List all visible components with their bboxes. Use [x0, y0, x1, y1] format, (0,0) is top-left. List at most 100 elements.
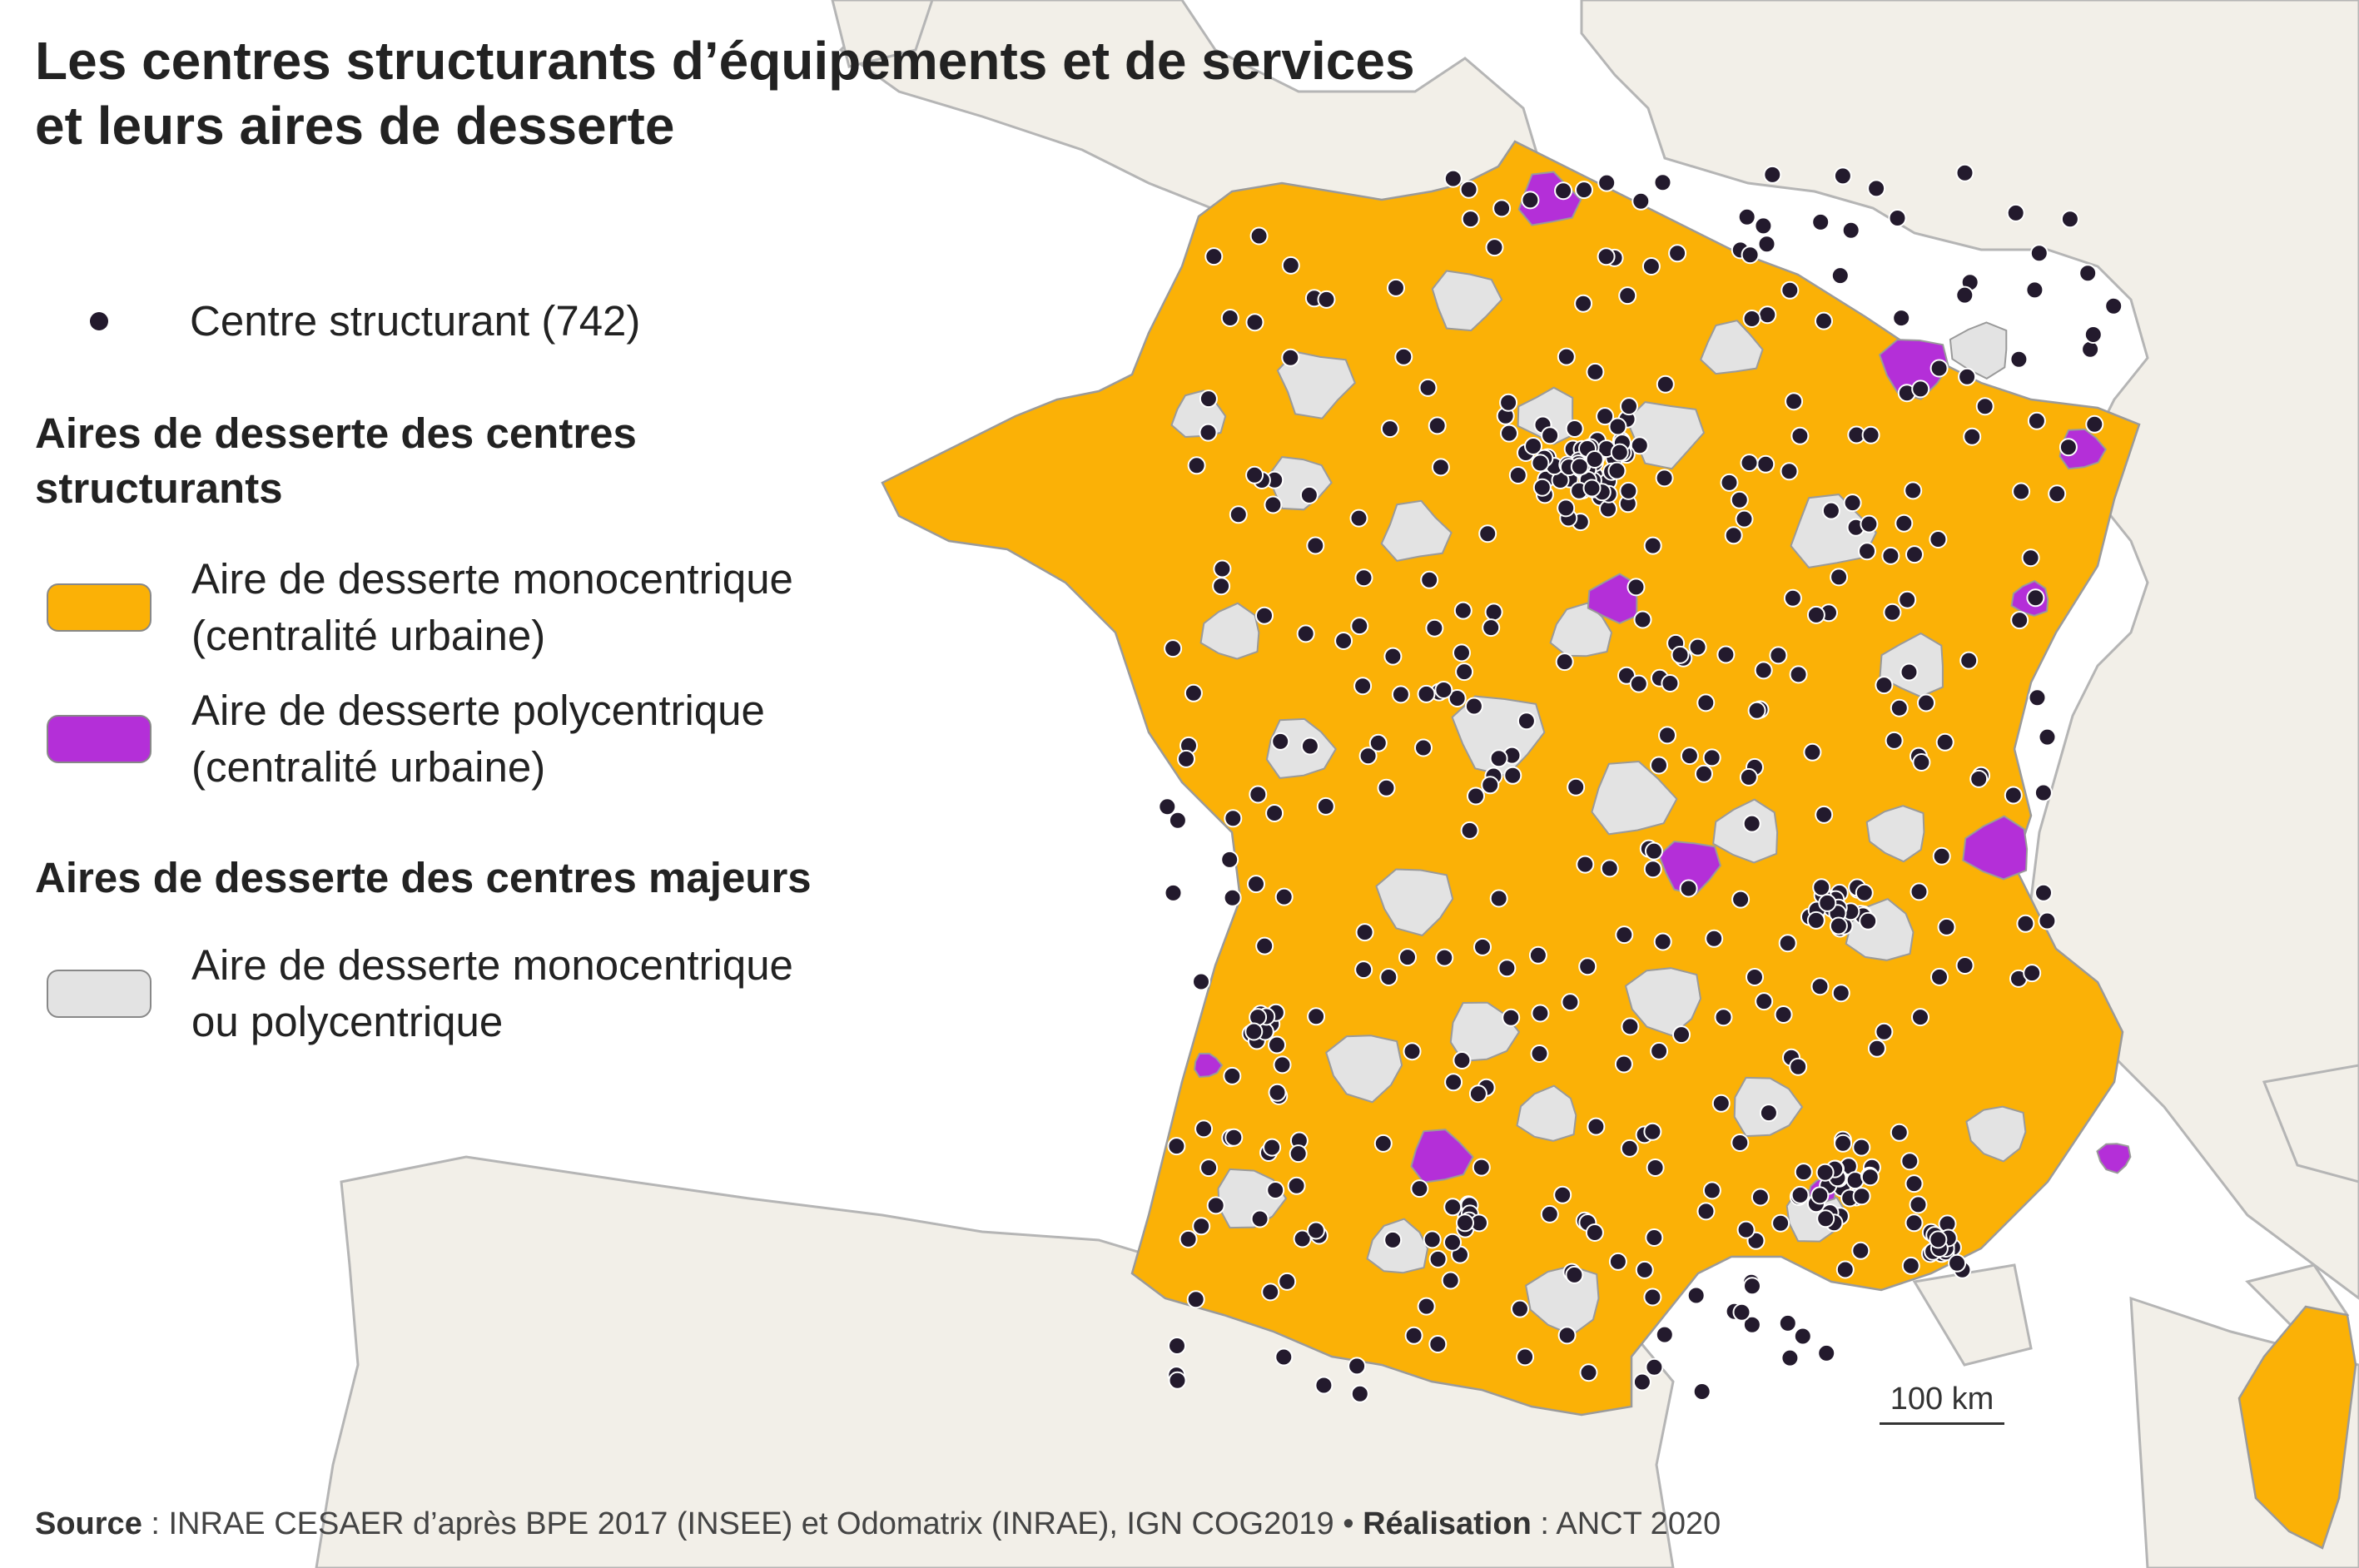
- centre-dot: [1459, 180, 1478, 199]
- centre-dot: [1417, 684, 1436, 703]
- centre-dot: [1859, 911, 1878, 930]
- major-area: [1276, 350, 1356, 419]
- source-text: : INRAE CESAER d’après BPE 2017 (INSEE) …: [142, 1506, 1363, 1541]
- centre-dot: [1860, 514, 1879, 533]
- legend-poly-label: Aire de desserte polycentrique (centrali…: [191, 682, 765, 796]
- centre-dot: [1379, 968, 1398, 986]
- centre-dot: [2009, 350, 2029, 369]
- centre-dot: [2029, 244, 2049, 263]
- centre-dot: [1582, 479, 1602, 498]
- centre-dot: [1696, 1202, 1716, 1221]
- centre-dot: [2104, 296, 2123, 315]
- centre-dot: [1521, 191, 1540, 210]
- centre-dot: [1883, 603, 1902, 622]
- centre-dot: [1220, 309, 1239, 327]
- centre-dot: [1955, 163, 1974, 182]
- centre-dot: [1830, 568, 1849, 587]
- legend-major: Aire de desserte monocentrique ou polyce…: [47, 937, 793, 1050]
- centre-dot: [1418, 378, 1438, 397]
- legend-major-line-1: Aire de desserte monocentrique: [191, 941, 793, 989]
- centre-dot: [1307, 1007, 1326, 1026]
- major-area: [1865, 805, 1925, 863]
- major-area: [1965, 1105, 2027, 1163]
- centre-dot: [1905, 1174, 1924, 1193]
- centre-dot: [2060, 210, 2079, 229]
- centre-dot: [1478, 524, 1497, 543]
- centre-dot: [1223, 888, 1242, 907]
- centre-dot: [1425, 618, 1444, 638]
- centre-dot: [1268, 1035, 1286, 1054]
- centre-dot: [1404, 1326, 1423, 1345]
- centre-dot: [1830, 266, 1850, 285]
- centre-dot: [1747, 701, 1766, 720]
- centre-dot: [1377, 778, 1396, 797]
- centre-dot: [2006, 203, 2025, 222]
- centre-dot: [2010, 611, 2029, 630]
- poly-swatch: [47, 715, 151, 763]
- centre-dot: [1192, 1217, 1211, 1236]
- major-area: [1431, 270, 1503, 332]
- centre-dot: [1212, 577, 1231, 596]
- centre-dot: [1632, 1372, 1651, 1392]
- centre-dot: [1646, 1159, 1665, 1177]
- centre-dot: [1271, 732, 1290, 751]
- centre-dot: [1273, 1055, 1292, 1074]
- centre-dot: [1702, 748, 1721, 767]
- centre-dot: [1587, 1117, 1606, 1136]
- centre-dot: [1885, 731, 1904, 750]
- centre-dot: [1789, 1057, 1808, 1076]
- centre-dot: [1818, 893, 1837, 912]
- centre-dot: [2081, 340, 2100, 359]
- centre-dot: [1815, 805, 1834, 824]
- centre-dot: [1778, 934, 1797, 953]
- centre-dot: [1806, 911, 1825, 930]
- centre-dot: [1778, 1313, 1797, 1332]
- centre-dot: [1680, 747, 1699, 766]
- centre-dot: [1811, 212, 1830, 231]
- centre-dot: [1179, 1229, 1198, 1248]
- centre-dot: [1472, 1158, 1491, 1177]
- centre-dot: [1618, 286, 1637, 305]
- centre-dot: [1531, 454, 1550, 473]
- centre-dot: [1199, 390, 1218, 409]
- centre-dot: [1502, 1008, 1521, 1027]
- centre-dot: [1403, 1042, 1422, 1061]
- centre-dot: [1353, 677, 1373, 696]
- centre-dot: [1794, 1163, 1813, 1182]
- centre-dot: [1735, 509, 1754, 528]
- major-area: [1516, 1084, 1577, 1142]
- centre-dot: [1532, 478, 1552, 497]
- centre-dot: [2034, 883, 2053, 902]
- centre-dot: [1608, 1252, 1627, 1271]
- centre-dot: [1164, 883, 1183, 902]
- centre-dot: [1875, 676, 1894, 695]
- centre-dot: [1557, 499, 1576, 518]
- centre-dot: [1585, 1223, 1604, 1242]
- major-centre-areas: [1170, 270, 2027, 1337]
- centre-dot: [1530, 1045, 1549, 1063]
- major-area: [1517, 386, 1574, 445]
- centre-dot: [1955, 956, 1974, 975]
- centre-dot: [1867, 1039, 1886, 1058]
- centre-dot: [1841, 221, 1860, 240]
- centre-dot: [1220, 850, 1239, 869]
- centre-dot: [2004, 786, 2023, 805]
- major-area: [1375, 868, 1454, 937]
- centre-dot: [2025, 280, 2044, 300]
- centre-dot: [1184, 683, 1203, 702]
- centre-dot: [1528, 945, 1547, 965]
- section-majeurs-label: Aires de desserte des centres majeurs: [35, 854, 812, 901]
- centre-dot: [1414, 738, 1433, 757]
- poly-area: [1194, 1052, 1224, 1079]
- centre-dot: [2085, 414, 2104, 434]
- centre-dot: [1316, 796, 1335, 816]
- centre-dot: [1615, 925, 1634, 945]
- centre-dot: [1658, 726, 1676, 745]
- centre-dot: [1263, 1138, 1282, 1157]
- centre-dot: [1265, 804, 1284, 822]
- centre-dot: [1468, 1084, 1487, 1104]
- centre-dot: [1661, 674, 1680, 692]
- centre-dot: [1890, 698, 1909, 717]
- centre-dot: [1633, 610, 1652, 629]
- centre-dot: [1349, 509, 1368, 528]
